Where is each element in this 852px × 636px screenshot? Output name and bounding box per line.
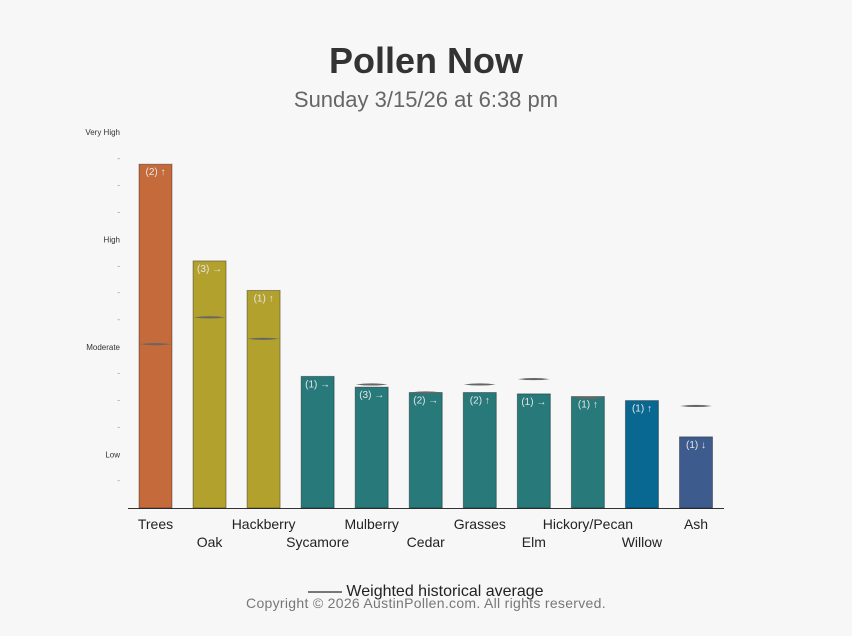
historical-average-marker	[517, 377, 550, 381]
page-subtitle: Sunday 3/15/26 at 6:38 pm	[293, 87, 559, 112]
historical-average-marker	[409, 391, 442, 394]
y-level-label: High	[104, 235, 120, 244]
bar-annotation: (1) →	[521, 397, 546, 408]
bar-annotation: (1) ↑	[578, 400, 598, 411]
y-minor-tick: -	[117, 476, 120, 485]
historical-average-marker	[139, 343, 172, 346]
bar-elm	[516, 393, 551, 509]
bar-mulberry	[354, 386, 389, 509]
y-minor-tick: -	[117, 288, 120, 297]
bar-grasses	[462, 392, 497, 509]
bar-annotation: (1) →	[305, 379, 330, 390]
x-category-label: Cedar	[407, 534, 445, 550]
bar-hickory-pecan	[570, 396, 605, 509]
y-minor-tick: -	[117, 369, 120, 378]
y-minor-tick: -	[117, 396, 120, 405]
y-minor-tick: -	[117, 154, 120, 163]
bar-annotation: (1) ↓	[686, 440, 706, 451]
bar-annotation: (3) →	[197, 264, 222, 275]
historical-average-marker	[571, 396, 604, 399]
y-minor-tick: -	[117, 315, 120, 324]
x-category-label: Oak	[197, 534, 224, 550]
chart-legend: Weighted historical average	[0, 583, 852, 601]
bar-annotation: (2) →	[413, 396, 438, 407]
y-level-label: Low	[105, 450, 120, 459]
legend-label: Weighted historical average	[346, 583, 544, 600]
historical-average-marker	[463, 383, 496, 386]
bar-ash	[679, 436, 713, 509]
x-category-label: Hackberry	[232, 516, 296, 532]
bar-oak	[192, 260, 227, 509]
historical-average-marker	[680, 404, 712, 408]
bar-cedar	[408, 392, 443, 509]
bar-annotation: (1) ↑	[632, 404, 652, 415]
y-minor-tick: -	[117, 422, 120, 431]
x-category-label: Grasses	[454, 516, 506, 532]
x-category-label: Hickory/Pecan	[543, 516, 633, 532]
x-category-label: Ash	[684, 516, 708, 532]
y-minor-tick: -	[117, 181, 120, 190]
copyright-text: Copyright © 2026 AustinPollen.com. All r…	[246, 595, 606, 611]
bar-willow	[624, 400, 659, 509]
x-category-label: Willow	[622, 534, 663, 550]
historical-average-marker	[193, 316, 226, 319]
x-category-label: Elm	[522, 534, 546, 550]
bar-sycamore	[300, 375, 335, 509]
bar-hackberry	[246, 289, 281, 509]
legend-line-swatch	[308, 590, 343, 593]
y-level-label: Very High	[85, 128, 120, 137]
bar-annotation: (3) →	[359, 390, 384, 401]
bar-trees	[138, 163, 173, 509]
bar-annotation: (1) ↑	[254, 293, 274, 304]
y-minor-tick: -	[117, 208, 120, 217]
bar-annotation: (2) ↑	[470, 396, 490, 407]
bar-annotation: (2) ↑	[146, 167, 166, 178]
x-category-label: Mulberry	[344, 516, 398, 532]
y-minor-tick: -	[117, 261, 120, 270]
historical-average-marker	[247, 337, 280, 340]
x-category-label: Sycamore	[286, 534, 349, 550]
page-title: Pollen Now	[328, 40, 523, 81]
x-category-label: Trees	[138, 516, 173, 532]
historical-average-marker	[355, 383, 388, 386]
y-level-label: Moderate	[86, 343, 120, 352]
